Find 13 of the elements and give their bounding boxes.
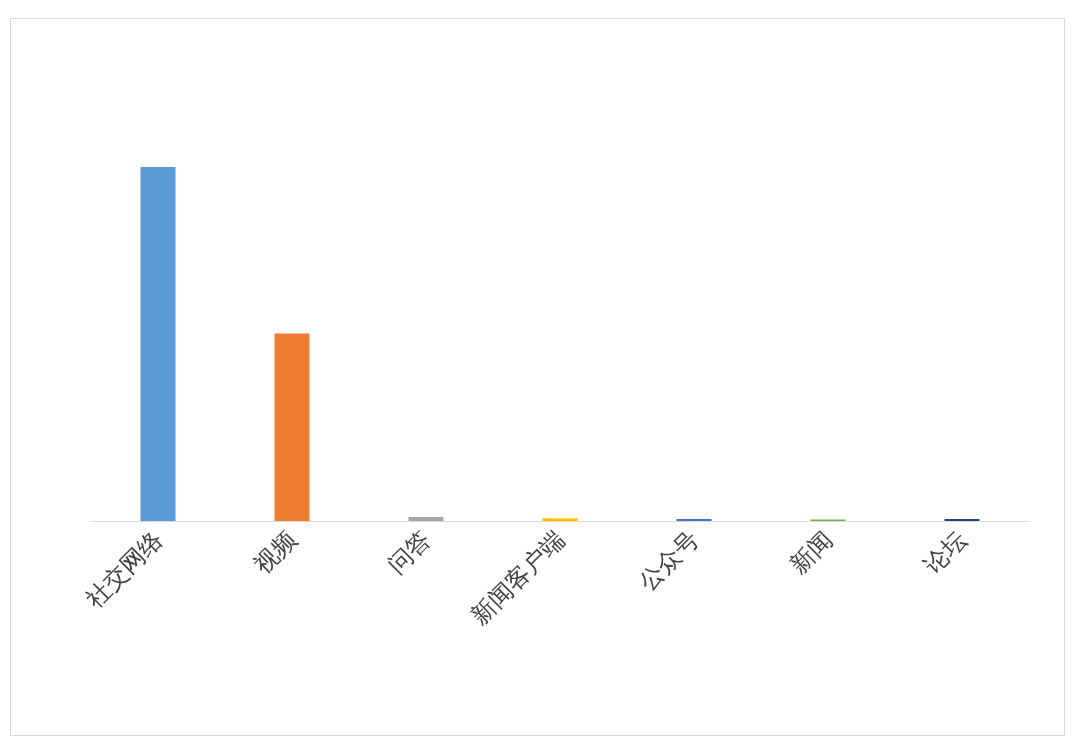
x-tick-label: 论坛: [918, 525, 972, 579]
x-tick-label: 视频: [248, 525, 302, 579]
x-tick-label: 新闻: [784, 525, 838, 579]
bar: [274, 333, 310, 521]
bar: [944, 518, 980, 521]
x-tick-label: 问答: [382, 525, 436, 579]
x-tick-label: 新闻客户端: [465, 525, 570, 630]
x-tick-label: 公众号: [633, 525, 704, 596]
bar: [542, 518, 578, 521]
x-tick-label: 社交网络: [80, 525, 168, 613]
bar: [408, 517, 444, 521]
bar: [140, 167, 176, 521]
bar: [676, 518, 712, 521]
